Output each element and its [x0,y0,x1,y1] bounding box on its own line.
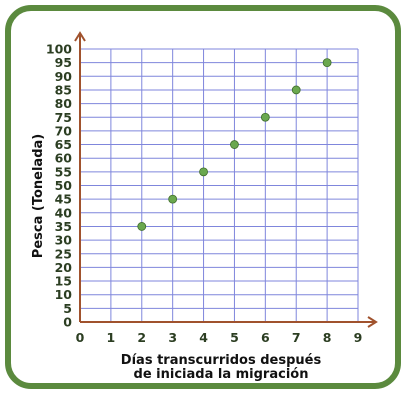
y-tick-label: 95 [55,55,72,70]
y-tick-label: 60 [55,151,73,166]
x-tick-label: 6 [261,330,270,345]
y-tick-label: 85 [55,82,72,97]
y-tick-label: 80 [55,96,73,111]
y-tick-label: 70 [55,123,73,138]
x-tick-label: 9 [354,330,363,345]
y-tick-label: 100 [46,42,72,57]
x-tick-label: 0 [76,330,85,345]
chart-frame [5,5,401,389]
y-tick-label: 50 [55,178,73,193]
data-point [291,85,301,95]
y-tick-label: 20 [55,260,73,275]
y-tick-label: 0 [63,315,72,330]
x-tick-label: 2 [137,330,146,345]
data-points [137,58,332,231]
x-axis-arrow-icon [367,316,378,328]
x-tick-labels: 0 1 2 3 4 5 6 7 8 9 [76,330,363,345]
y-tick-label: 90 [55,69,73,84]
y-tick-label: 45 [55,192,72,207]
y-tick-label: 55 [55,164,72,179]
x-tick-label: 8 [323,330,332,345]
y-axis-arrow-icon [74,31,86,42]
y-axis-title: Pesca (Tonelada) [31,134,46,258]
grid-lines [80,48,359,322]
y-tick-label: 30 [55,233,73,248]
y-tick-label: 40 [55,205,73,220]
y-tick-label: 35 [55,219,72,234]
x-tick-label: 1 [107,330,116,345]
y-tick-labels: 0510152025303540455055606570758085909510… [46,42,72,330]
data-point [260,112,270,122]
x-tick-label: 7 [292,330,301,345]
y-tick-label: 5 [63,301,72,316]
x-tick-label: 5 [230,330,239,345]
y-tick-label: 25 [55,246,72,261]
x-axis-title-line2: de iniciada la migración [134,367,309,382]
y-tick-label: 75 [55,110,72,125]
x-tick-label: 4 [199,330,208,345]
x-axis-title-line1: Días transcurridos después [121,353,322,368]
x-tick-label: 3 [168,330,177,345]
data-point [230,140,239,149]
axes [74,31,378,328]
data-point [168,194,178,204]
data-point [322,58,332,68]
y-tick-label: 15 [55,274,72,289]
y-tick-label: 65 [55,137,72,152]
y-tick-label: 10 [55,287,73,302]
data-point [137,222,147,231]
data-point [199,167,208,177]
